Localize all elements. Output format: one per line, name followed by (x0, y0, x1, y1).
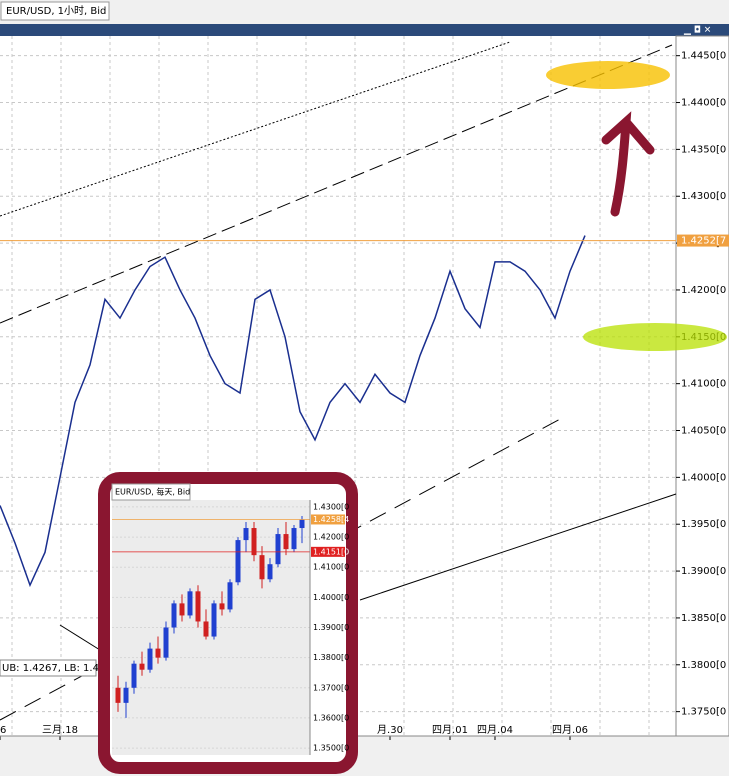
y-tick-label: 1.3800[0 (313, 653, 349, 662)
candle-body (275, 534, 281, 565)
y-tick-label: 1.4300[0 (681, 191, 726, 202)
candle-body (283, 534, 289, 550)
y-tick-label: 1.4450[0 (681, 51, 726, 62)
candle-body (251, 528, 257, 556)
y-tick-label: 1.3500[0 (313, 744, 349, 753)
tab[interactable] (0, 1, 110, 21)
y-tick-label: 1.4300[0 (313, 502, 349, 511)
x-tick-label: 四月.04 (477, 724, 513, 736)
trendline (0, 44, 673, 324)
y-tick-label: 1.3900[0 (313, 623, 349, 632)
price-tag-label: 1.4258[4 (313, 515, 349, 524)
candle-body (155, 648, 161, 658)
x-tick-label: 6 (0, 725, 6, 736)
status-text: UB: 1.4267, LB: 1.4 (2, 663, 99, 674)
window-buttons[interactable]: ▁ ◘ ✕ (683, 26, 711, 36)
price-tag (677, 234, 729, 247)
status-box (0, 659, 97, 677)
annotations (546, 61, 727, 351)
y-tick-label: 1.4100[0 (313, 563, 349, 572)
x-tick-label: 四月.06 (552, 724, 588, 736)
main-plot (0, 235, 676, 588)
candle-body (131, 663, 137, 688)
candle-body (211, 603, 217, 637)
highlight-green (583, 323, 727, 351)
tab-label[interactable]: EUR/USD, 1小时, Bid (6, 5, 106, 17)
x-tick-label: 月.30 (377, 724, 403, 736)
x-tick-label: 三月.18 (42, 724, 78, 736)
inset: EUR/USD, 每天, Bid 1.3500[0 1.3600[0 1.3700[… (98, 472, 358, 774)
y-tick-label: 1.4000[0 (681, 472, 726, 483)
candle-body (219, 603, 225, 610)
x-tick-label: 四月.01 (432, 724, 468, 736)
candle-body (259, 555, 265, 580)
candle-body (291, 528, 297, 550)
trendline (0, 41, 511, 217)
highlight-yellow (546, 61, 670, 89)
y-tick-label: 1.3800[0 (681, 660, 726, 671)
y-tick-label: 1.3700[0 (313, 683, 349, 692)
title-bar (0, 24, 729, 36)
arrow (601, 111, 655, 217)
y-tick-label: 1.4400[0 (681, 98, 726, 109)
inset-plot (112, 506, 310, 749)
candle-body (163, 627, 169, 658)
inset-title[interactable]: EUR/USD, 每天, Bid (115, 487, 190, 497)
candle-body (267, 564, 273, 580)
y-tick-label: 1.4000[0 (313, 593, 349, 602)
price-tag (311, 514, 345, 525)
price-tag-label: 1.4151[0 (313, 547, 349, 556)
candle-body (115, 687, 121, 703)
candle-body (147, 648, 153, 670)
y-tick-label: 1.3950[0 (681, 519, 726, 530)
candle-body (203, 621, 209, 637)
candle-body (299, 519, 305, 529)
trendline (59, 624, 101, 651)
price-line (0, 235, 586, 588)
y-tick-label: 1.4100[0 (681, 379, 726, 390)
candle-body (227, 582, 233, 610)
candle-body (187, 591, 193, 616)
candle-body (235, 540, 241, 583)
y-tick-label: 1.3750[0 (681, 707, 726, 718)
price-tag (311, 546, 345, 557)
inset-tab[interactable] (111, 483, 191, 501)
candle-body (243, 528, 249, 541)
y-tick-label: 1.3850[0 (681, 613, 726, 624)
price-tag-label: 1.4252[7 (681, 236, 726, 247)
inset-axis-labels: 1.3500[0 1.3600[0 1.3700[0 1.3800[0 1.3900[0… (311, 502, 349, 753)
y-tick-label: 1.4200[0 (313, 533, 349, 542)
y-tick-label: 1.3600[0 (313, 713, 349, 722)
y-tick-label: 1.4050[0 (681, 426, 726, 437)
axes: 1.3750[0 1.3800[0 1.3850[0 1.3900[0 1.3950[0… (0, 51, 729, 740)
candle-body (123, 687, 129, 703)
candle-body (195, 591, 201, 622)
candle-body (171, 603, 177, 628)
trendline (359, 493, 677, 601)
candle-body (139, 663, 145, 670)
y-tick-label: 1.4200[0 (681, 285, 726, 296)
candle-body (179, 603, 185, 616)
y-tick-label: 1.3900[0 (681, 566, 726, 577)
price-axis-bg (675, 35, 729, 737)
y-tick-label: 1.4350[0 (681, 144, 726, 155)
